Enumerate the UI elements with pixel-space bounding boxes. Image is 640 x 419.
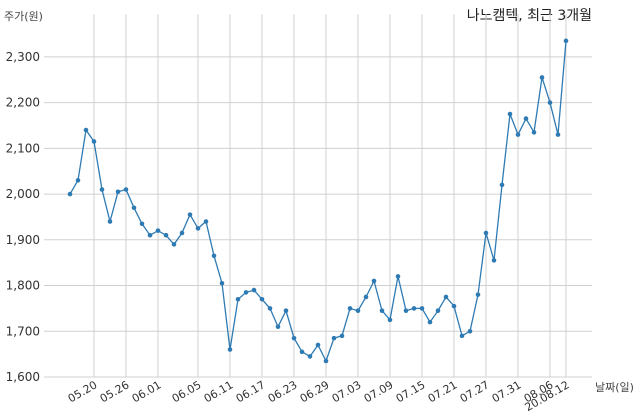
data-point [323,358,329,364]
data-point [235,296,241,302]
data-point [219,280,225,286]
series-line [69,40,567,363]
data-point [363,294,369,300]
data-point [283,308,289,313]
data-point [443,294,449,300]
data-point [491,258,497,263]
chart-title: 나노캠텍, 최근 3개월 [466,8,592,24]
data-point [547,100,553,105]
data-point [211,253,217,259]
data-point [435,308,441,313]
data-point [147,232,153,238]
y-tick-label: 2,300 [6,50,40,64]
data-point [259,296,265,302]
data-point [67,191,73,197]
data-point [499,182,505,188]
x-tick-label: 06.29 [298,378,332,405]
data-point [355,308,361,313]
data-point [299,349,305,355]
data-point [451,303,457,309]
x-axis-label: 날짜(일) [595,381,634,394]
x-tick-label: 06.05 [170,378,204,405]
data-point [403,308,409,313]
y-tick-label: 2,200 [6,96,40,110]
y-tick-label: 2,100 [6,141,40,155]
data-point [187,212,193,217]
data-point [379,308,385,313]
data-point [75,178,81,183]
x-tick-label: 07.21 [426,378,460,405]
data-point [155,228,161,233]
data-point [131,205,137,211]
x-tick-label: 06.01 [130,378,164,405]
x-tick-label: 07.27 [458,378,492,405]
y-tick-label: 1,800 [6,279,40,293]
data-point [515,132,521,137]
data-point [483,230,489,236]
data-point [267,306,273,311]
data-point [171,242,177,247]
data-point [139,221,145,227]
data-point [339,333,345,339]
data-point [331,335,337,341]
data-point [203,219,209,224]
data-point [307,354,313,359]
data-point [507,111,513,117]
data-point [83,127,89,133]
data-point [459,333,465,339]
data-point [475,292,481,297]
data-point [563,38,569,44]
data-point [395,274,401,279]
data-point [227,347,233,352]
data-point [251,287,257,293]
x-tick-label: 06.23 [266,378,300,405]
data-point [115,189,121,195]
data-point [411,306,417,311]
data-point [539,75,545,80]
data-point [243,290,249,295]
x-tick-label: 06.11 [202,378,236,405]
y-axis-label: 주가(원) [4,10,43,23]
data-point [555,132,561,137]
data-point [315,342,321,348]
x-tick-label: 05.26 [98,378,132,405]
y-tick-label: 1,700 [6,324,40,338]
data-point [291,335,297,341]
data-point [179,230,185,236]
y-tick-label: 1,900 [6,233,40,247]
y-tick-label: 2,000 [6,187,40,201]
data-point [123,187,129,192]
data-point [107,219,113,224]
x-tick-label: 07.15 [394,378,428,405]
x-tick-label: 07.09 [362,378,396,405]
data-point [163,232,169,238]
data-point [99,187,105,192]
x-tick-label: 05.20 [66,378,100,405]
data-point [371,278,377,284]
data-point [387,317,393,323]
data-point [531,130,537,135]
data-point [523,116,529,121]
x-tick-label: 07.31 [490,378,524,405]
data-point [275,324,281,329]
x-tick-label: 07.03 [330,378,364,405]
x-tick-label: 06.17 [234,378,268,405]
y-tick-label: 1,600 [6,370,40,384]
data-point [467,328,473,334]
data-point [427,319,433,325]
data-point [347,306,353,311]
data-point [419,306,425,311]
data-point [91,139,97,144]
data-point [195,226,201,231]
